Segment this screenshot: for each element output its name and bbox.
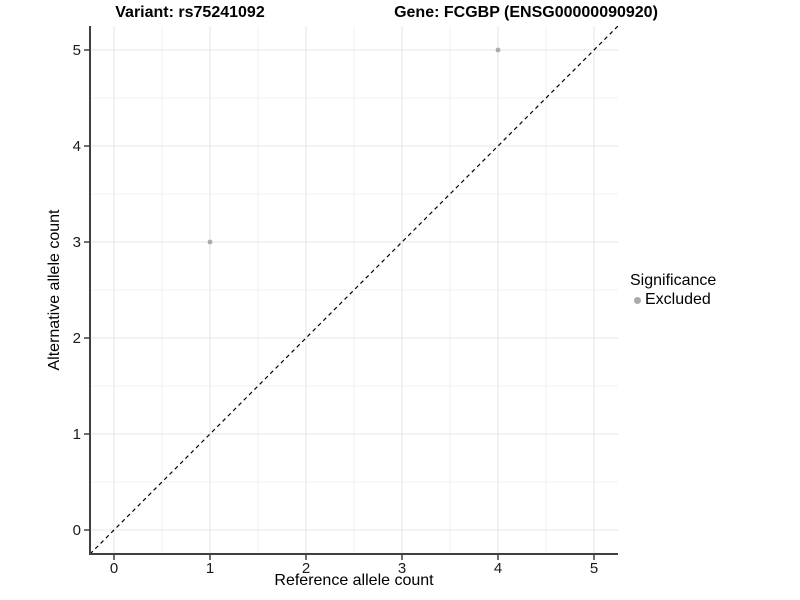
x-tick-label: 1 <box>206 560 214 577</box>
legend-point-icon <box>634 296 641 304</box>
legend-title: Significance <box>630 272 717 289</box>
legend: Significance Excluded <box>630 271 716 309</box>
x-axis-title: Reference allele count <box>274 572 434 589</box>
y-axis-title: Alternative allele count <box>46 209 63 371</box>
x-tick-label: 5 <box>590 560 598 577</box>
x-tick-label: 4 <box>494 560 502 577</box>
variant-title: Variant: rs75241092 <box>115 4 265 21</box>
gene-title: Gene: FCGBP (ENSG00000090920) <box>394 4 658 21</box>
y-tick-label: 2 <box>73 330 81 347</box>
y-tick-label: 4 <box>73 138 81 155</box>
legend-item-label: Excluded <box>645 291 711 308</box>
legend-item-excluded: Excluded <box>630 291 716 309</box>
y-tick-label: 3 <box>73 234 81 251</box>
x-tick-label: 3 <box>398 560 406 577</box>
y-tick-label: 1 <box>73 426 81 443</box>
data-point <box>207 239 213 245</box>
y-tick-label: 0 <box>73 522 81 539</box>
x-tick-label: 2 <box>302 560 310 577</box>
x-tick-label: 0 <box>110 560 118 577</box>
y-tick-label: 5 <box>73 42 81 59</box>
data-point <box>495 47 501 53</box>
